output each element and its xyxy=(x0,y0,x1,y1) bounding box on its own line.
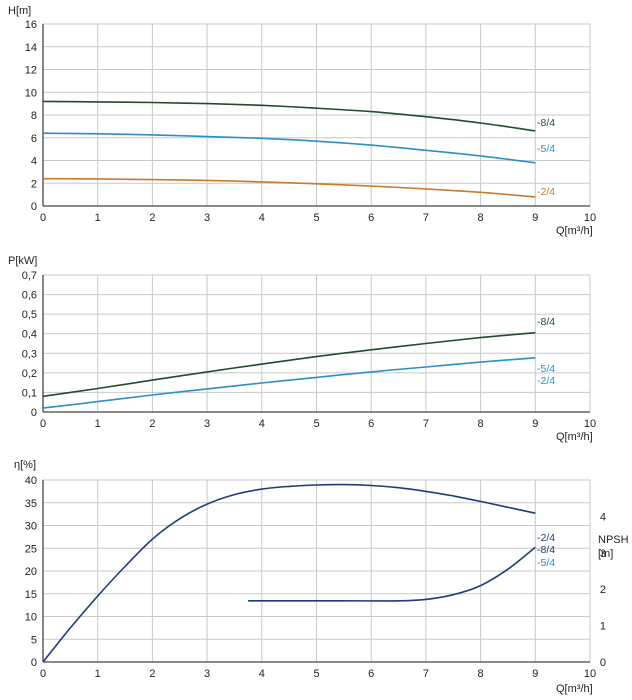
efficiency-label-2-4: -2/4 xyxy=(537,532,555,544)
y-tick-label: 0 xyxy=(31,407,37,419)
x-tick-label: 6 xyxy=(368,212,374,224)
x-tick-label: 3 xyxy=(204,212,210,224)
x-tick-label: 10 xyxy=(584,212,596,224)
npsh-axis-label-top: NPSH xyxy=(598,534,629,546)
efficiency-grid: 0 1 2 3 4 5 6 7 8 9 10 0 5 10 15 20 25 30 35 40 0 1 2 3 4 xyxy=(25,475,606,680)
head-curves xyxy=(42,100,536,198)
efficiency-curve-npsh xyxy=(248,546,536,602)
y-tick-label: 16 xyxy=(25,19,37,31)
head-label-8-4: -8/4 xyxy=(537,117,555,129)
efficiency-x-axis-label: Q[m³/h] xyxy=(556,683,593,695)
y-tick-label: 0,1 xyxy=(22,387,37,399)
y-tick-label: 30 xyxy=(25,521,37,533)
y-tick-label: 15 xyxy=(25,589,37,601)
y-tick-label: 5 xyxy=(31,634,37,646)
x-tick-label: 2 xyxy=(149,418,155,430)
x-tick-label: 5 xyxy=(313,418,319,430)
y-tick-label: 0 xyxy=(31,657,37,669)
y-tick-label: 12 xyxy=(25,65,37,77)
x-tick-label: 10 xyxy=(584,418,596,430)
x-tick-label: 8 xyxy=(478,418,484,430)
head-curve-2-4 xyxy=(42,177,536,198)
head-y-axis-label: H[m] xyxy=(8,5,31,17)
y-tick-label: 0 xyxy=(31,201,37,213)
x-tick-label: 7 xyxy=(423,418,429,430)
x-tick-label: 4 xyxy=(259,418,265,430)
head-label-2-4: -2/4 xyxy=(537,186,555,198)
x-tick-label: 0 xyxy=(40,418,46,430)
y2-tick-label: 1 xyxy=(600,621,606,633)
x-tick-label: 5 xyxy=(313,212,319,224)
x-tick-label: 1 xyxy=(95,418,101,430)
efficiency-chart: 0 1 2 3 4 5 6 7 8 9 10 0 5 10 15 20 25 30 35 40 0 1 2 3 4 η[%] N… xyxy=(14,459,629,695)
head-x-axis-label: Q[m³/h] xyxy=(556,225,593,237)
efficiency-label-8-4: -8/4 xyxy=(537,544,555,556)
y-tick-label: 4 xyxy=(31,156,37,168)
x-tick-label: 10 xyxy=(584,668,596,680)
x-tick-label: 9 xyxy=(532,418,538,430)
power-x-axis-label: Q[m³/h] xyxy=(556,431,593,443)
x-tick-label: 7 xyxy=(423,668,429,680)
y-tick-label: 20 xyxy=(25,566,37,578)
y-tick-label: 0,7 xyxy=(22,270,37,282)
y-tick-label: 0,5 xyxy=(22,309,37,321)
y-tick-label: 2 xyxy=(31,178,37,190)
x-tick-label: 4 xyxy=(259,668,265,680)
x-tick-label: 9 xyxy=(532,212,538,224)
power-y-axis-label: P[kW] xyxy=(8,255,37,267)
y-tick-label: 6 xyxy=(31,133,37,145)
head-curve-8-4 xyxy=(42,100,536,132)
efficiency-curve-series xyxy=(42,483,536,663)
x-tick-label: 8 xyxy=(478,212,484,224)
head-curve-5-4 xyxy=(42,132,536,164)
y2-tick-label: 4 xyxy=(600,511,606,523)
npsh-axis-label-unit: [m] xyxy=(598,548,613,560)
y2-tick-label: 2 xyxy=(600,584,606,596)
x-tick-label: 6 xyxy=(368,668,374,680)
power-curves xyxy=(42,331,536,409)
power-label-8-4: -8/4 xyxy=(537,316,555,328)
y-tick-label: 14 xyxy=(25,42,37,54)
x-tick-label: 1 xyxy=(95,212,101,224)
y-tick-label: 35 xyxy=(25,498,37,510)
x-tick-label: 2 xyxy=(149,212,155,224)
y-tick-label: 10 xyxy=(25,87,37,99)
power-curve-8-4 xyxy=(42,331,536,398)
y-tick-label: 0,3 xyxy=(22,348,37,360)
y-tick-label: 0,4 xyxy=(22,329,37,341)
x-tick-label: 6 xyxy=(368,418,374,430)
power-grid: 0 1 2 3 4 5 6 7 8 9 10 0 0,1 0,2 0,3 0,4 0,5 0,6 0,7 xyxy=(22,270,596,430)
x-tick-label: 0 xyxy=(40,212,46,224)
y-tick-label: 10 xyxy=(25,612,37,624)
y-tick-label: 0,2 xyxy=(22,368,37,380)
x-tick-label: 1 xyxy=(95,668,101,680)
power-label-2-4: -2/4 xyxy=(537,375,555,387)
x-tick-label: 2 xyxy=(149,668,155,680)
x-tick-label: 5 xyxy=(313,668,319,680)
x-tick-label: 8 xyxy=(478,668,484,680)
x-tick-label: 3 xyxy=(204,668,210,680)
y2-tick-label: 3 xyxy=(600,548,606,560)
y-tick-label: 8 xyxy=(31,110,37,122)
power-label-5-4: -5/4 xyxy=(537,363,555,375)
x-tick-label: 9 xyxy=(532,668,538,680)
power-chart: 0 1 2 3 4 5 6 7 8 9 10 0 0,1 0,2 0,3 0,4 0,5 0,6 0,7 P[kW]… xyxy=(8,255,596,443)
x-tick-label: 7 xyxy=(423,212,429,224)
y-tick-label: 0,6 xyxy=(22,290,37,302)
efficiency-label-5-4: -5/4 xyxy=(537,557,555,569)
efficiency-curves xyxy=(42,483,536,663)
power-curve-5-4 xyxy=(42,357,536,409)
x-tick-label: 4 xyxy=(259,212,265,224)
y2-tick-label: 0 xyxy=(600,657,606,669)
y-tick-label: 40 xyxy=(25,475,37,487)
head-label-5-4: -5/4 xyxy=(537,143,555,155)
efficiency-y-axis-label: η[%] xyxy=(14,459,36,471)
x-tick-label: 0 xyxy=(40,668,46,680)
x-tick-label: 3 xyxy=(204,418,210,430)
y-tick-label: 25 xyxy=(25,543,37,555)
